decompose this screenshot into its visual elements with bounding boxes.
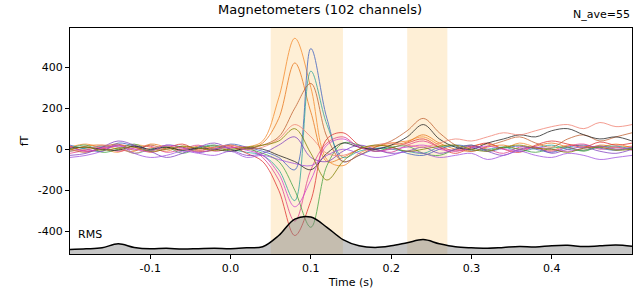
svg-text:0.4: 0.4	[543, 262, 561, 275]
svg-text:N_ave=55: N_ave=55	[573, 8, 630, 21]
svg-text:-200: -200	[38, 184, 63, 197]
svg-text:0: 0	[56, 143, 63, 156]
svg-text:0.3: 0.3	[463, 262, 481, 275]
svg-text:-0.1: -0.1	[140, 262, 161, 275]
svg-text:400: 400	[42, 61, 63, 74]
svg-text:-400: -400	[38, 225, 63, 238]
svg-text:Magnetometers (102 channels): Magnetometers (102 channels)	[218, 2, 422, 17]
svg-text:Time (s): Time (s)	[328, 276, 374, 289]
svg-text:RMS: RMS	[78, 228, 102, 241]
svg-text:200: 200	[42, 102, 63, 115]
svg-text:0.2: 0.2	[382, 262, 400, 275]
svg-text:0.1: 0.1	[302, 262, 320, 275]
svg-text:fT: fT	[18, 135, 31, 146]
svg-text:0.0: 0.0	[222, 262, 240, 275]
